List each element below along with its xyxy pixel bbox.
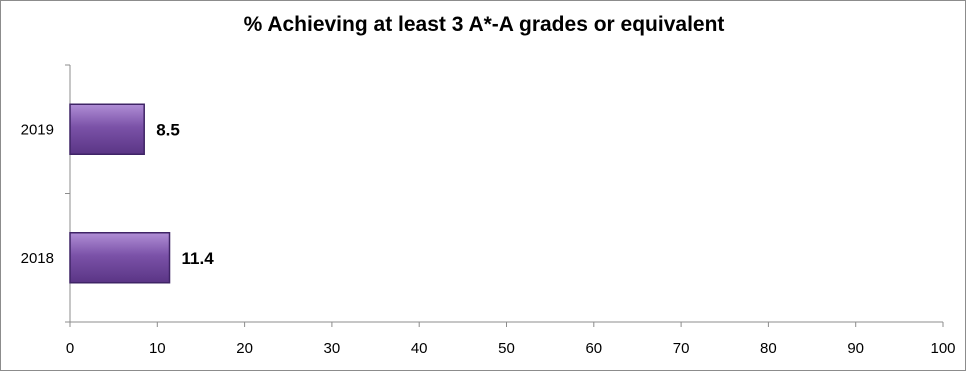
x-tick-label: 40 xyxy=(411,340,428,357)
bar xyxy=(69,103,145,155)
bar xyxy=(69,232,171,284)
x-tick-label: 100 xyxy=(930,340,955,357)
y-tick-label: 2019 xyxy=(21,121,54,138)
chart-title: % Achieving at least 3 A*-A grades or eq… xyxy=(243,13,725,36)
x-tick-label: 70 xyxy=(673,340,690,357)
plot-area: 0 10 20 30 40 50 60 70 80 90 100 2019 8.5 2018 11.4 xyxy=(21,64,956,357)
x-tick-label: 90 xyxy=(847,340,864,357)
x-tick-label: 50 xyxy=(498,340,515,357)
x-tick-label: 60 xyxy=(585,340,602,357)
x-tick-label: 80 xyxy=(760,340,777,357)
y-tick-label: 2018 xyxy=(21,250,54,267)
data-label: 8.5 xyxy=(156,120,180,139)
x-tick-label: 20 xyxy=(236,340,253,357)
data-label: 11.4 xyxy=(182,249,215,268)
x-tick-label: 0 xyxy=(66,340,74,357)
x-tick-label: 10 xyxy=(149,340,166,357)
x-tick-label: 30 xyxy=(324,340,341,357)
